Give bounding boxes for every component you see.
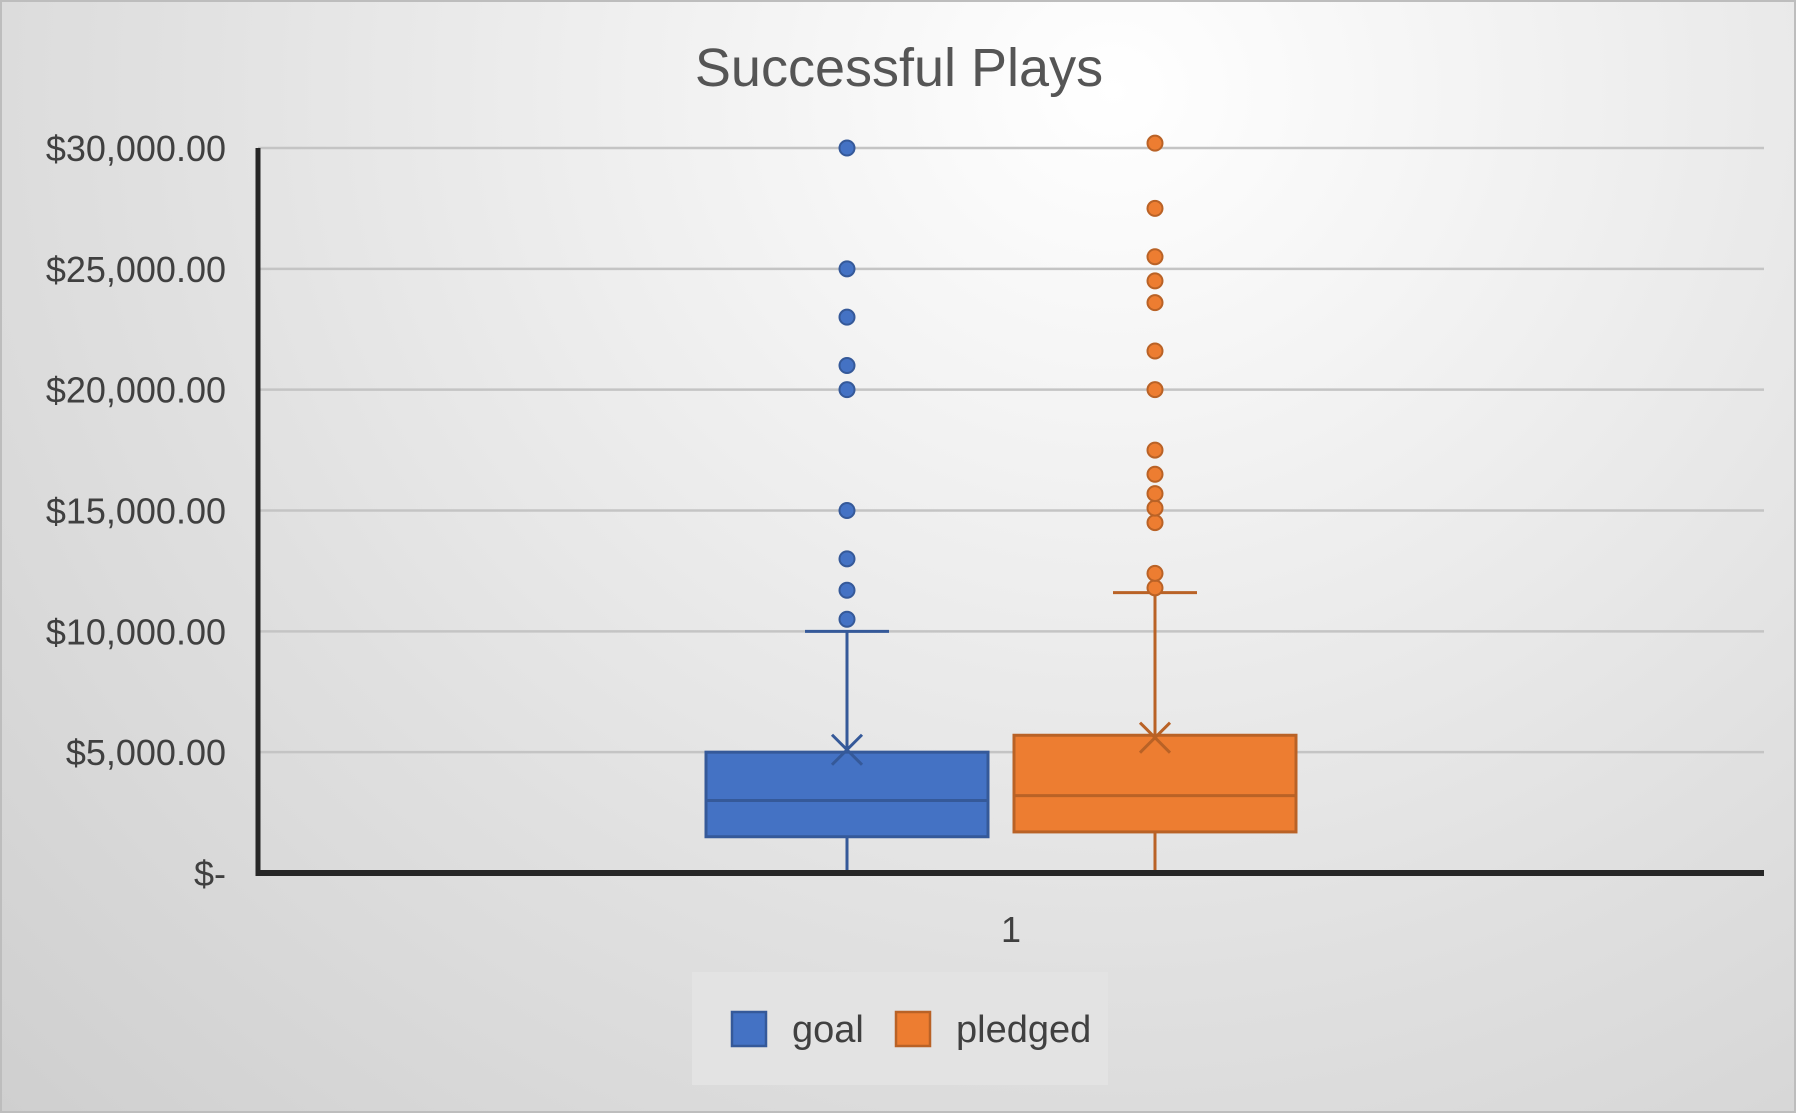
legend-label-pledged: pledged <box>956 1009 1091 1051</box>
outlier-point <box>1146 248 1164 266</box>
outlier-point <box>1146 134 1164 152</box>
legend-swatch-goal <box>730 1010 768 1048</box>
series-layer <box>704 134 1298 873</box>
legend-swatch-pledged <box>894 1010 932 1048</box>
box <box>704 750 990 839</box>
y-tick-label: $20,000.00 <box>46 370 226 411</box>
y-tick-label: $- <box>194 853 226 894</box>
outlier-point <box>838 381 856 399</box>
series-goal <box>704 139 990 873</box>
outlier-point <box>838 139 856 157</box>
y-axis-ticks: $- $5,000.00 $10,000.00 $15,000.00 $20,000.0… <box>46 128 226 894</box>
outlier-point <box>838 502 856 519</box>
outlier-point <box>1146 272 1164 290</box>
outlier-point <box>1146 564 1164 582</box>
legend-label-goal: goal <box>792 1009 864 1051</box>
outlier-point <box>1146 381 1164 399</box>
outlier-point <box>1146 485 1164 503</box>
x-tick-label: 1 <box>1001 909 1021 950</box>
outlier-point <box>1146 465 1164 483</box>
x-axis-ticks: 1 <box>1001 909 1021 950</box>
y-tick-label: $10,000.00 <box>46 611 226 652</box>
mean-marker <box>1138 721 1172 754</box>
outlier-point <box>1146 199 1164 217</box>
outlier-point <box>1146 579 1164 597</box>
y-tick-label: $30,000.00 <box>46 128 226 169</box>
legend: goal pledged <box>692 972 1108 1085</box>
y-tick-label: $15,000.00 <box>46 491 226 532</box>
outlier-point <box>1146 499 1164 517</box>
outlier-point <box>838 581 856 599</box>
gridlines <box>258 146 1764 754</box>
outlier-point <box>838 550 856 568</box>
chart-title: Successful Plays <box>695 38 1103 98</box>
outlier-point <box>838 308 856 326</box>
outlier-point <box>1146 514 1164 532</box>
mean-marker <box>830 733 864 766</box>
box <box>1012 733 1298 834</box>
outlier-point <box>838 260 856 278</box>
y-tick-label: $5,000.00 <box>66 732 226 773</box>
outlier-point <box>1146 342 1164 360</box>
outlier-point <box>1146 294 1164 312</box>
series-pledged <box>1012 134 1298 873</box>
outlier-point <box>838 357 856 374</box>
outlier-point <box>1146 441 1164 459</box>
axes <box>255 148 1764 876</box>
y-tick-label: $25,000.00 <box>46 249 226 290</box>
outlier-point <box>838 610 856 628</box>
